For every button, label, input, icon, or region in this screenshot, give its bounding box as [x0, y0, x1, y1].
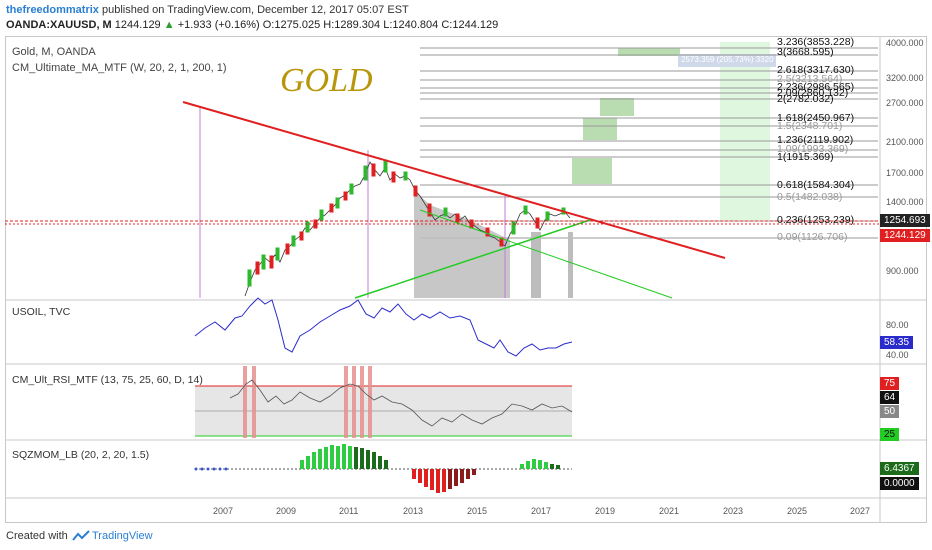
ohlc-open: O:1275.025 [262, 19, 321, 31]
ohlc-close: C:1244.129 [441, 19, 499, 31]
time-axis-label: 2017 [531, 506, 552, 516]
price-tag-ma: 1254.693 [880, 214, 930, 227]
fib-level-label: 2573.359 (205.73%) 3320 [681, 55, 774, 64]
up-arrow-icon: ▲ [163, 19, 175, 31]
rsi-tag-75: 75 [880, 377, 900, 390]
tradingview-logo-icon [72, 530, 90, 541]
fibonacci-levels[interactable] [420, 47, 878, 239]
fib-level-label: 2.236(2986.565) [777, 81, 855, 93]
rsi-tag-64: 64 [880, 391, 900, 404]
usoil-line [194, 297, 573, 357]
range-shade [568, 232, 573, 298]
time-axis-label: 2007 [213, 506, 234, 516]
price-axis-label: 900.000 [886, 266, 919, 276]
usoil-axis-label: 40.00 [886, 350, 909, 360]
target-box [618, 48, 680, 56]
fib-level-label: 2.09(2860.132) [777, 87, 849, 99]
fib-level-label: 0.236(1253.239) [777, 214, 855, 226]
header: thefreedommatrix published on TradingVie… [0, 0, 932, 36]
tradingview-brand-link[interactable]: TradingView [92, 530, 153, 542]
symbol-quote-line: OANDA:XAUUSD, M 1244.129 ▲ +1.933 (+0.16… [6, 19, 498, 31]
sqz-legend[interactable]: SQZMOM_LB (20, 2, 20, 1.5) [12, 449, 150, 461]
publish-text: published on TradingView.com, December 1… [101, 4, 409, 16]
time-axis-label: 2015 [467, 506, 488, 516]
price-axis-label: 3200.000 [886, 73, 924, 83]
fib-level-label: 0.5(1482.038) [777, 191, 843, 203]
last-price: 1244.129 [114, 19, 161, 31]
sqz-dots-blue [194, 467, 228, 471]
measure-label-box [678, 54, 776, 67]
chart-frame[interactable] [5, 36, 927, 523]
range-shade [531, 232, 541, 298]
ascending-trendline[interactable] [354, 219, 591, 299]
usoil-axis-label: 80.00 [886, 320, 909, 330]
author-link[interactable]: thefreedommatrix [6, 4, 99, 16]
fib-level-label: 2.618(3317.630) [777, 64, 855, 76]
target-zone-box [720, 42, 770, 220]
target-box [583, 118, 617, 140]
main-legend-symbol[interactable]: Gold, M, OANDA [12, 46, 96, 58]
sqz-tag-zero: 0.0000 [880, 477, 919, 490]
descending-trendline[interactable] [182, 101, 726, 259]
channel-line[interactable] [419, 209, 673, 299]
created-with-text: Created with [6, 530, 68, 542]
price-change: +1.933 (+0.16%) [177, 19, 260, 31]
main-legend-indicator[interactable]: CM_Ultimate_MA_MTF (W, 20, 2, 1, 200, 1) [12, 62, 227, 74]
fib-level-label: 1.236(2119.902) [777, 134, 854, 146]
usoil-legend[interactable]: USOIL, TVC [12, 306, 71, 318]
rsi-legend[interactable]: CM_Ult_RSI_MTF (13, 75, 25, 60, D, 14) [12, 374, 203, 386]
target-box [600, 98, 634, 116]
fib-level-label: 3.236(3853.228) [777, 36, 855, 48]
symbol-name[interactable]: OANDA:XAUUSD, M [6, 19, 112, 31]
fib-level-label: 1.618(2450.967) [777, 112, 855, 124]
publish-line: thefreedommatrix published on TradingVie… [6, 4, 409, 16]
fib-level-label: 1(1915.369) [777, 151, 834, 163]
price-axis-label: 1700.000 [886, 168, 924, 178]
rsi-overbought-highlights [243, 366, 372, 438]
price-candles [244, 159, 571, 297]
rsi-tag-50: 50 [880, 405, 900, 418]
footer: Created with TradingView [0, 523, 932, 550]
fib-level-label: 2.5(3213.564) [777, 73, 843, 85]
target-box [572, 158, 612, 184]
time-axis-label: 2023 [723, 506, 744, 516]
fib-level-label: 3(3668.595) [777, 46, 834, 58]
time-axis-label: 2025 [787, 506, 808, 516]
price-tag-last: 1244.129 [880, 229, 930, 242]
fib-level-label: 0.618(1584.304) [777, 179, 855, 191]
time-axis-label: 2013 [403, 506, 424, 516]
time-axis-label: 2021 [659, 506, 680, 516]
fib-level-label: 0.09(1126.706) [777, 231, 848, 243]
ohlc-high: H:1289.304 [323, 19, 381, 31]
sqz-tag-value: 6.4367 [880, 462, 919, 475]
price-axis-label: 4000.000 [886, 38, 924, 48]
rsi-tag-25: 25 [880, 428, 900, 441]
price-axis-label: 2100.000 [886, 137, 924, 147]
price-axis-label: 1400.000 [886, 197, 924, 207]
ohlc-low: L:1240.804 [383, 19, 439, 31]
price-axis-label: 2700.000 [886, 98, 924, 108]
fib-level-label: 1.09(1993.369) [777, 143, 849, 155]
gold-annotation: GOLD [280, 62, 373, 99]
usoil-price-tag: 58.35 [880, 336, 914, 349]
time-axis-label: 2019 [595, 506, 616, 516]
rsi-line [229, 379, 573, 427]
time-axis-label: 2009 [276, 506, 297, 516]
time-axis-label: 2027 [850, 506, 871, 516]
fib-level-label: 2(2782.032) [777, 93, 834, 105]
sqz-histogram [300, 444, 560, 493]
time-axis-label: 2011 [339, 506, 359, 516]
fib-level-label: 1.5(2348.701) [777, 120, 843, 132]
